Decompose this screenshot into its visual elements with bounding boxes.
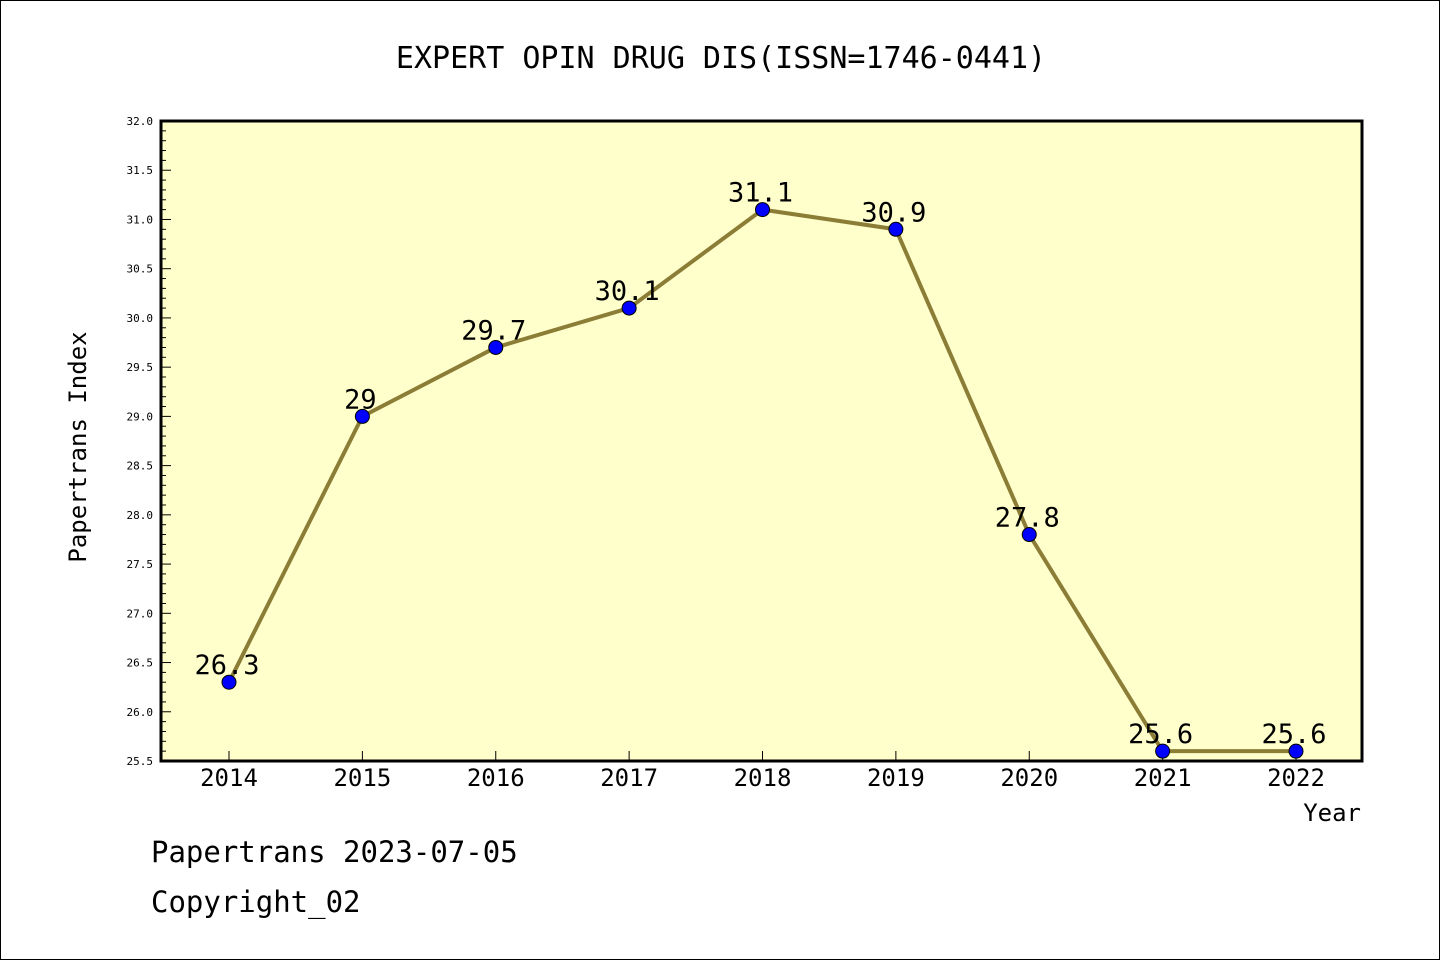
x-tick-label: 2015 bbox=[333, 764, 391, 792]
y-tick-label: 26.5 bbox=[127, 657, 154, 670]
data-point bbox=[1288, 743, 1304, 759]
data-label: 29 bbox=[344, 384, 377, 415]
data-point bbox=[621, 300, 637, 316]
x-axis-label: Year bbox=[1303, 799, 1361, 827]
y-tick-label: 26.0 bbox=[127, 706, 154, 719]
y-tick-label: 29.5 bbox=[127, 361, 154, 374]
plot-area bbox=[159, 119, 1364, 763]
x-tick-label: 2018 bbox=[734, 764, 792, 792]
y-tick-label: 27.0 bbox=[127, 607, 154, 620]
x-tick-label: 2019 bbox=[867, 764, 925, 792]
y-tick-label: 31.0 bbox=[127, 213, 154, 226]
x-tick-label: 2021 bbox=[1134, 764, 1192, 792]
y-tick-label: 28.0 bbox=[127, 509, 154, 522]
data-point bbox=[888, 221, 904, 237]
y-tick-label: 29.0 bbox=[127, 410, 154, 423]
y-tick-label: 30.0 bbox=[127, 312, 154, 325]
x-tick-label: 2016 bbox=[467, 764, 525, 792]
data-point bbox=[1021, 527, 1037, 543]
y-axis-label: Papertrans Index bbox=[64, 331, 92, 562]
x-axis-ticks: 2014 2015 2016 2017 2018 2019 2020 2021 2022 bbox=[200, 751, 1325, 792]
data-point bbox=[221, 674, 237, 690]
data-label: 27.8 bbox=[995, 503, 1060, 534]
x-tick-label: 2014 bbox=[200, 764, 258, 792]
chart-title: EXPERT OPIN DRUG DIS(ISSN=1746-0441) bbox=[396, 41, 1046, 76]
y-axis-ticks: 25.5 26.0 26.5 27.0 27.5 28.0 28.5 29.0 29.5 30.0… bbox=[127, 115, 171, 768]
y-tick-label: 28.5 bbox=[127, 460, 154, 473]
data-label: 30.9 bbox=[861, 197, 926, 228]
data-label: 30.1 bbox=[595, 276, 660, 307]
data-label: 26.3 bbox=[194, 650, 259, 681]
data-point bbox=[488, 339, 504, 355]
y-tick-label: 30.5 bbox=[127, 263, 154, 276]
y-tick-label: 31.5 bbox=[127, 164, 154, 177]
x-tick-label: 2020 bbox=[1000, 764, 1058, 792]
data-label: 25.6 bbox=[1128, 719, 1193, 750]
footer-copyright: Copyright_02 bbox=[151, 885, 361, 919]
footer-date-stamp: Papertrans 2023-07-05 bbox=[151, 835, 518, 869]
y-tick-label: 27.5 bbox=[127, 558, 154, 571]
x-tick-label: 2022 bbox=[1267, 764, 1325, 792]
data-point bbox=[354, 408, 370, 424]
x-tick-label: 2017 bbox=[600, 764, 658, 792]
y-tick-label: 32.0 bbox=[127, 115, 154, 128]
data-label: 29.7 bbox=[461, 315, 526, 346]
series-layer: 26.3 29 29.7 30.1 31.1 30.9 27.8 25.6 25.6 bbox=[194, 178, 1327, 759]
data-label: 31.1 bbox=[728, 178, 793, 209]
data-point bbox=[1155, 743, 1171, 759]
y-tick-label: 25.5 bbox=[127, 755, 154, 768]
data-label: 25.6 bbox=[1261, 719, 1326, 750]
data-point bbox=[755, 202, 770, 218]
